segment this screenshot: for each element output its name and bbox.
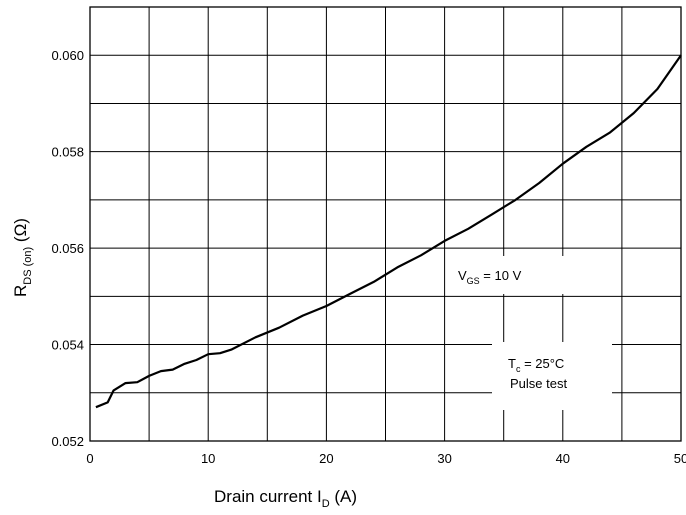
- x-tick-label: 10: [201, 451, 215, 466]
- rds-series-line: [95, 54, 682, 409]
- y-tick-label: 0.052: [51, 434, 84, 449]
- pulse-test-annotation: Pulse test: [510, 376, 567, 391]
- x-tick-label: 0: [86, 451, 93, 466]
- y-tick-label: 0.060: [51, 48, 84, 63]
- vgs-annotation-bg: [448, 256, 566, 294]
- tc-annotation: Tc = 25°C: [508, 356, 564, 374]
- y-tick-label: 0.056: [51, 241, 84, 256]
- y-tick-label: 0.054: [51, 338, 84, 353]
- vgs-annotation: VGS = 10 V: [458, 268, 522, 286]
- tick-labels: 0 10 20 30 40 50 0.052 0.054 0.056 0.058 0.060: [51, 48, 686, 466]
- y-tick-label: 0.058: [51, 145, 84, 160]
- series-layer: [95, 54, 682, 409]
- x-axis-label: Drain current ID (A): [214, 487, 357, 510]
- x-tick-label: 20: [319, 451, 333, 466]
- y-axis-label: RDS (on) (Ω): [11, 218, 34, 297]
- x-tick-label: 50: [674, 451, 686, 466]
- x-tick-label: 40: [556, 451, 570, 466]
- x-tick-label: 30: [437, 451, 451, 466]
- tc-annotation-bg: [492, 342, 612, 410]
- plot-frame: [89, 6, 682, 442]
